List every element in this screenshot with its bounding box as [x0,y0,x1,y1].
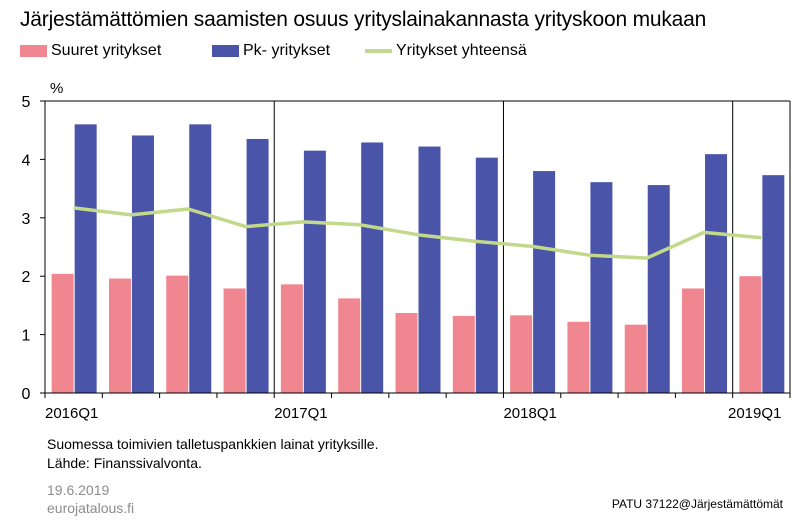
y-unit-label: % [50,80,63,97]
legend-label-total: Yritykset yhteensä [396,42,527,59]
bar-large-companies [166,275,189,393]
bar-large-companies [624,324,647,393]
bar-large-companies [395,312,418,393]
bar-sme-companies [189,124,212,394]
bar-sme-companies [74,124,97,394]
line-total-companies [73,206,762,260]
legend-label-large: Suuret yritykset [51,42,162,59]
bar-large-companies [223,288,246,393]
site-name: eurojatalous.fi [47,500,135,516]
legend-item-total: Yritykset yhteensä [365,42,527,60]
bar-large-companies [280,284,303,393]
bar-sme-companies [303,150,326,393]
bar-sme-companies [533,171,556,393]
y-tick-label: 0 [22,386,31,403]
bar-large-companies [452,315,475,393]
legend-line-total [365,49,392,53]
legend-swatch-sme [212,45,239,57]
legend-label-sme: Pk- yritykset [243,42,331,59]
chart-title: Järjestämättömien saamisten osuus yritys… [20,8,707,31]
chart-code: PATU 37122@Järjestämättömät [611,497,783,511]
axes [40,100,791,398]
bar-sme-companies [647,185,670,393]
total-line-layer [73,206,762,260]
x-tick-label: 2019Q1 [728,405,781,422]
bar-sme-companies [762,175,785,393]
bar-sme-companies [418,146,441,393]
y-tick-label: 4 [22,152,31,169]
legend-item-large: Suuret yritykset [20,42,161,60]
source-line: Lähde: Finanssivalvonta. [47,455,202,471]
bar-sme-companies [590,182,613,393]
y-tick-label: 1 [22,328,31,345]
y-tick-label: 5 [22,94,31,111]
x-tick-label: 2018Q1 [503,405,556,422]
y-tick-label: 2 [22,269,31,286]
bar-large-companies [682,288,705,393]
bar-large-companies [739,276,762,393]
source-note: Suomessa toimivien talletuspankkien lain… [47,436,379,452]
bar-large-companies [567,321,590,393]
x-tick-label: 2017Q1 [274,405,327,422]
bar-large-companies [510,315,533,393]
bar-sme-companies [361,142,384,393]
y-tick-label: 3 [22,211,31,228]
legend-item-sme: Pk- yritykset [212,42,330,60]
x-tick-label: 2016Q1 [45,405,98,422]
axis-labels: 0 1 2 3 4 5% 2016Q1 2017Q1 2018Q1 2019Q1 [22,80,782,422]
bar-sme-companies [705,154,728,393]
bars [51,124,785,394]
gridlines [273,101,734,393]
bar-large-companies [108,278,131,393]
bar-sme-companies [131,135,154,393]
bar-sme-companies [246,138,269,393]
legend-swatch-large [20,45,47,57]
bar-large-companies [51,273,74,393]
publish-date: 19.6.2019 [47,482,110,498]
bar-sme-companies [475,157,498,393]
bar-large-companies [338,298,361,393]
